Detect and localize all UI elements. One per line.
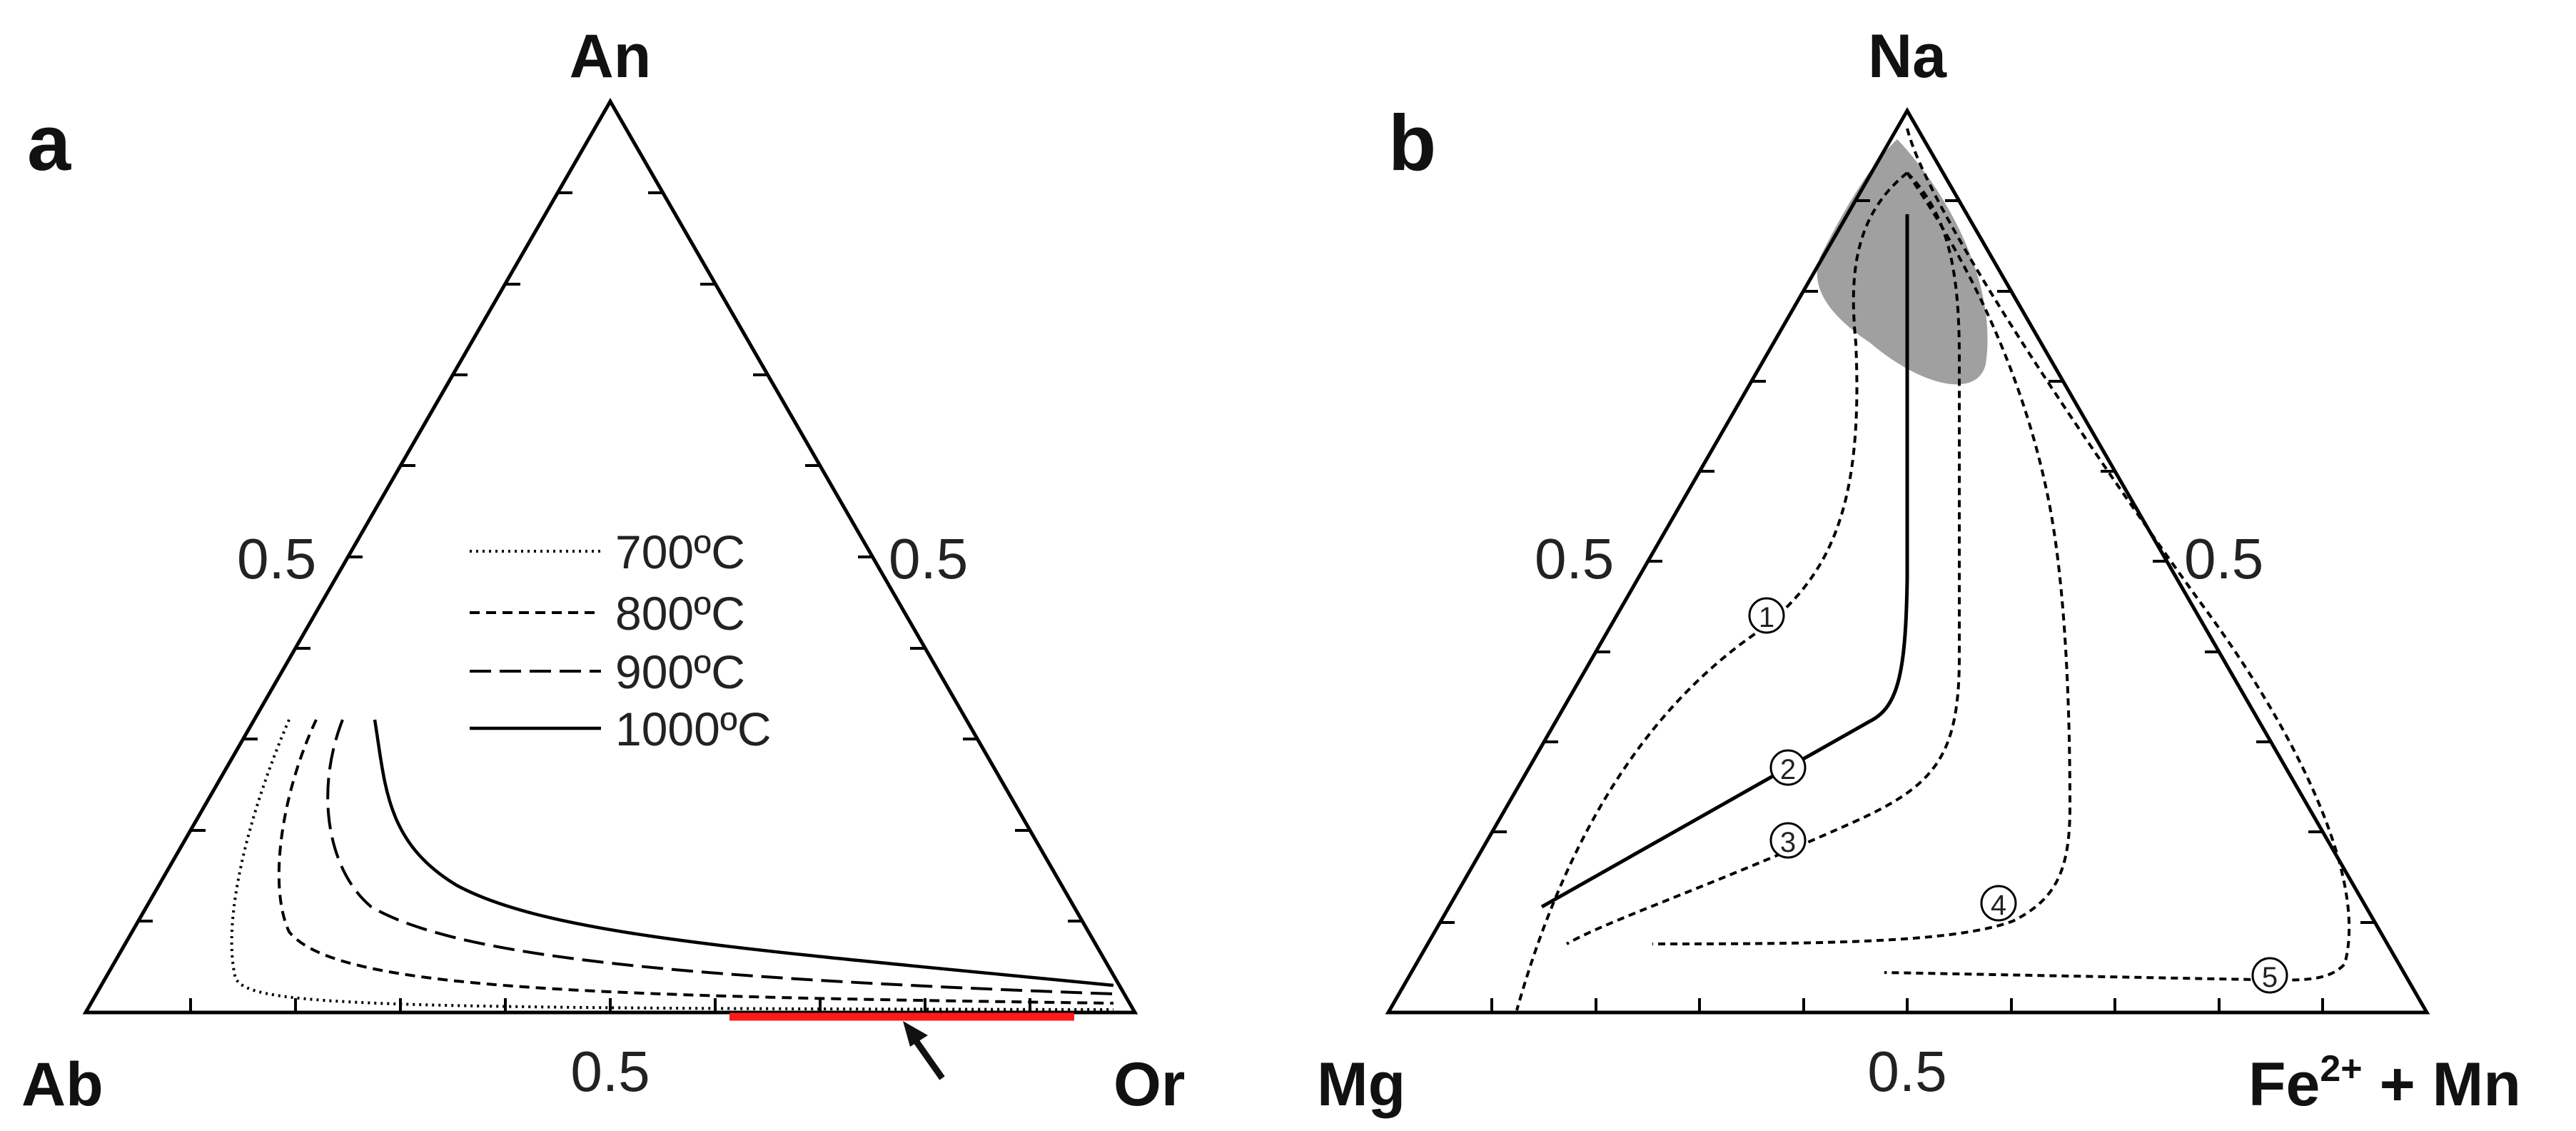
curve-marker-3: 3 (1769, 822, 1807, 859)
panel-b: b (1317, 22, 2521, 1119)
tick-label-left: 0.5 (237, 527, 316, 590)
curve-1000c (373, 719, 1114, 987)
curve-marker-label-1: 1 (1759, 602, 1774, 633)
trend-curve-5 (1884, 128, 2351, 982)
panel-a: a (21, 22, 1185, 1119)
apex-mg-label: Mg (1317, 1050, 1405, 1119)
tick-label-right: 0.5 (889, 527, 968, 590)
trend-curve-4 (1652, 171, 2072, 945)
panel-b-letter: b (1388, 99, 1436, 187)
legend-label-800c: 800ºC (615, 587, 745, 640)
legend: 700ºC 800ºC 900ºC 1000ºC (470, 526, 772, 755)
apex-or-label: Or (1113, 1050, 1185, 1119)
apex-na-label: Na (1868, 22, 1947, 91)
curve-marker-5: 5 (2251, 957, 2288, 994)
trend-curve-3 (1565, 171, 1961, 945)
curve-marker-4: 4 (1980, 885, 2017, 922)
panel-b-ticks-base (1490, 998, 2324, 1012)
curve-marker-label-4: 4 (1991, 890, 2006, 921)
tick-label-right-b: 0.5 (2184, 527, 2263, 590)
legend-label-1000c: 1000ºC (615, 703, 772, 755)
apex-fe-mn-label: Fe2+ + Mn (2248, 1048, 2521, 1119)
curve-marker-label-2: 2 (1780, 754, 1796, 785)
tick-label-base: 0.5 (570, 1040, 650, 1103)
curve-marker-2: 2 (1769, 749, 1807, 786)
curve-marker-1: 1 (1748, 597, 1785, 634)
panel-b-ticks-left (1440, 199, 1870, 924)
apex-ab-label: Ab (21, 1050, 103, 1119)
panel-a-ticks-left (138, 191, 572, 923)
legend-label-900c: 900ºC (615, 645, 745, 698)
legend-label-700c: 700ºC (615, 526, 745, 578)
curve-700c (230, 719, 1114, 1011)
curve-marker-label-5: 5 (2262, 962, 2278, 993)
apex-an-label: An (570, 22, 652, 91)
panel-a-letter: a (27, 99, 71, 187)
curve-800c (277, 719, 1114, 1005)
trend-curve-2 (1540, 214, 1909, 909)
arrow-icon (903, 1021, 945, 1080)
trend-curve-1 (1515, 171, 1909, 1011)
tick-label-left-b: 0.5 (1535, 527, 1614, 590)
panel-b-ticks-right (1945, 199, 2375, 924)
tick-label-base-b: 0.5 (1867, 1040, 1946, 1103)
panel-a-ticks-right (648, 191, 1083, 923)
curve-marker-label-3: 3 (1780, 827, 1796, 858)
curve-900c (326, 719, 1114, 995)
